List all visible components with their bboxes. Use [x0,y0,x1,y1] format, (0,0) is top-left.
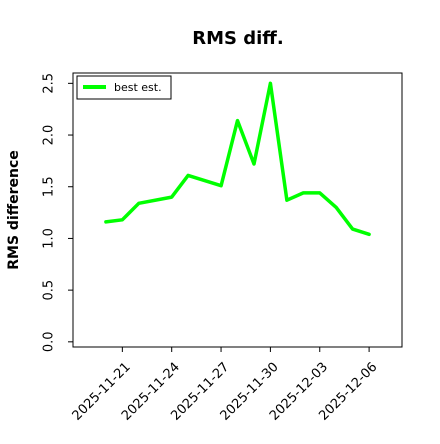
data-point [105,221,106,222]
y-axis-label: RMS difference [6,150,22,270]
y-tick-label: 0.5 [42,280,57,301]
data-point [237,120,238,121]
data-point [352,229,353,230]
data-point [188,175,189,176]
legend: best est. [76,75,172,100]
x-axis: 2025-11-212025-11-242025-11-272025-11-30… [70,347,380,424]
data-point [270,83,271,84]
legend-label: best est. [114,81,162,94]
data-point [286,200,287,201]
y-tick-label: 0.0 [42,331,57,352]
plot-area [72,72,403,348]
data-point [369,234,370,235]
y-tick-label: 1.0 [42,228,57,249]
series-line [104,81,371,237]
y-axis: 0.0 0.5 1.0 1.5 2.0 2.5 [42,73,73,352]
chart-title: RMS diff. [192,28,283,49]
data-point [171,197,172,198]
data-point [336,207,337,208]
data-point [319,192,320,193]
y-tick-label: 2.5 [42,73,57,94]
data-point [138,203,139,204]
data-point [221,185,222,186]
series-layer [104,81,371,237]
data-point [253,163,254,164]
data-point [303,192,304,193]
y-tick-label: 2.0 [42,125,57,146]
legend-box [76,75,172,100]
data-point [122,219,123,220]
y-tick-label: 1.5 [42,176,57,197]
